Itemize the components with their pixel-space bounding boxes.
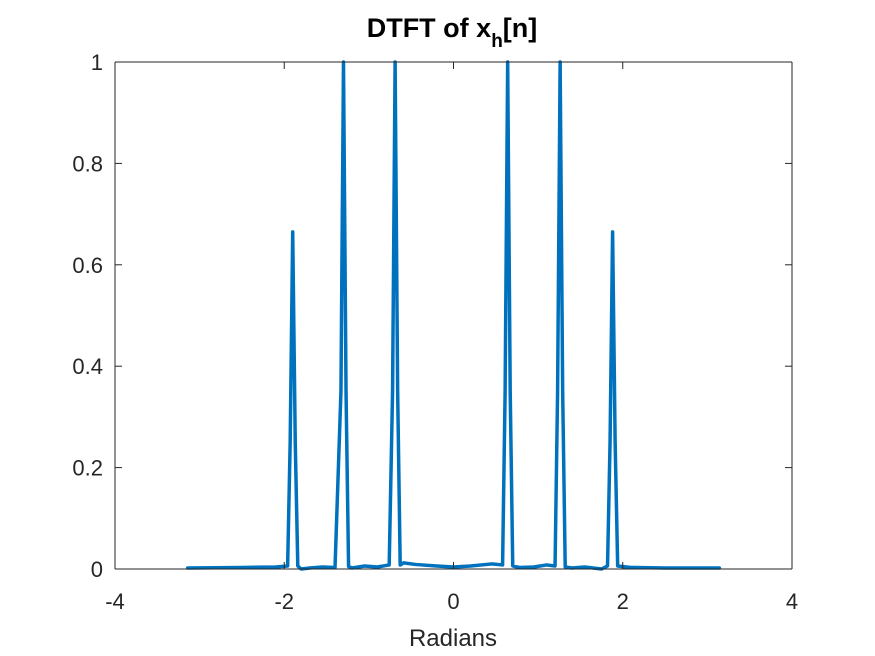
chart-title: DTFT of xh[n] <box>367 13 538 52</box>
x-tick-label: 4 <box>786 589 798 614</box>
y-tick-label: 0.6 <box>72 253 103 278</box>
y-tick-label: 0 <box>91 557 103 582</box>
plot-area: -4 -2 0 2 4 0 0.2 0.4 0.6 0.8 1 <box>72 50 798 614</box>
y-tick-label: 0.4 <box>72 354 103 379</box>
x-tick-label: -4 <box>105 589 125 614</box>
x-tick-label: 0 <box>447 589 459 614</box>
x-axis-label: Radians <box>409 625 497 652</box>
x-tick-label: 2 <box>617 589 629 614</box>
y-tick-label: 1 <box>91 50 103 75</box>
axes-background <box>115 62 792 569</box>
x-tick-label: -2 <box>274 589 294 614</box>
y-tick-label: 0.8 <box>72 151 103 176</box>
series-line-0 <box>185 60 722 571</box>
y-tick-label: 0.2 <box>72 456 103 481</box>
